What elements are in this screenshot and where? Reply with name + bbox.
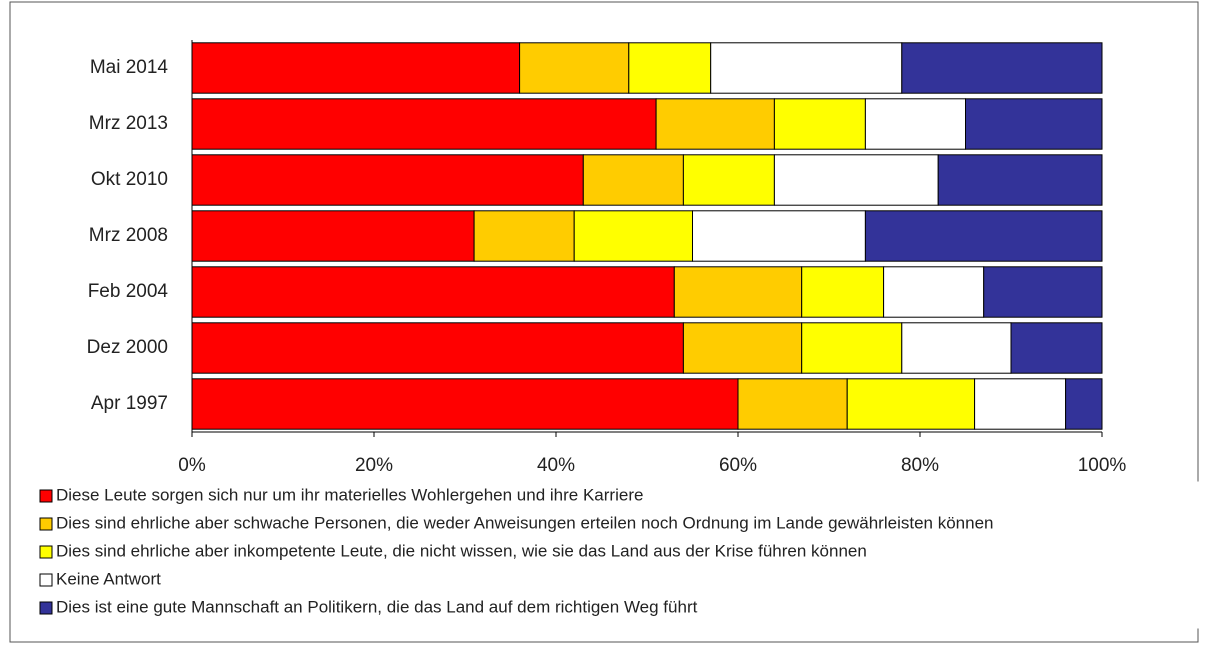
x-tick-label: 60% xyxy=(719,455,757,476)
bar-segment xyxy=(901,42,1103,94)
bar-segment xyxy=(983,266,1103,318)
bar-segment xyxy=(773,154,939,206)
bar-segment xyxy=(937,154,1103,206)
legend-swatch xyxy=(39,601,53,615)
bar-segment xyxy=(974,378,1067,430)
legend-label: Dies ist eine gute Mannschaft an Politik… xyxy=(56,597,698,616)
bar-segment xyxy=(191,42,521,94)
bar-segment xyxy=(191,378,739,430)
legend-swatch xyxy=(39,545,53,559)
bar-segment xyxy=(901,322,1012,374)
legend-swatch xyxy=(39,517,53,531)
bar-segment xyxy=(191,154,584,206)
bar-segment xyxy=(737,378,848,430)
bar-segment xyxy=(801,266,885,318)
chart-frame xyxy=(9,1,1199,643)
bar-segment xyxy=(655,98,775,150)
bar-segment xyxy=(628,42,712,94)
bar-segment xyxy=(682,322,803,374)
y-tick-label: Feb 2004 xyxy=(88,281,169,302)
legend-swatch xyxy=(39,489,53,503)
bar-segment xyxy=(864,210,1103,262)
legend-label: Dies sind ehrliche aber schwache Persone… xyxy=(56,513,993,532)
bar-segment xyxy=(965,98,1103,150)
x-tick-label: 20% xyxy=(355,455,393,476)
y-tick-label: Mrz 2013 xyxy=(89,113,168,134)
bar-segment xyxy=(710,42,903,94)
bar-segment xyxy=(846,378,976,430)
legend-box xyxy=(33,481,1199,629)
bar-segment xyxy=(191,322,684,374)
bar-segment xyxy=(191,98,657,150)
bar-segment xyxy=(801,322,903,374)
bar-segment xyxy=(191,266,675,318)
y-tick-label: Mrz 2008 xyxy=(89,225,168,246)
legend-label: Keine Antwort xyxy=(56,569,161,588)
x-tick-label: 0% xyxy=(178,455,206,476)
legend-label: Diese Leute sorgen sich nur um ihr mater… xyxy=(56,485,643,504)
bar-segment xyxy=(473,210,575,262)
y-tick-label: Okt 2010 xyxy=(91,169,168,190)
bar-segment xyxy=(673,266,803,318)
bar-segment xyxy=(692,210,866,262)
y-tick-label: Mai 2014 xyxy=(90,57,169,78)
bar-segment xyxy=(582,154,684,206)
legend-label: Dies sind ehrliche aber inkompetente Leu… xyxy=(56,541,867,560)
x-tick-label: 100% xyxy=(1078,455,1127,476)
bar-segment xyxy=(682,154,775,206)
bar-segment xyxy=(883,266,985,318)
legend-swatch xyxy=(39,573,53,587)
x-tick-label: 80% xyxy=(901,455,939,476)
x-tick-label: 40% xyxy=(537,455,575,476)
bar-segment xyxy=(864,98,967,150)
bar-segment xyxy=(1065,378,1103,430)
y-tick-label: Apr 1997 xyxy=(91,393,168,414)
bar-segment xyxy=(1010,322,1103,374)
bar-segment xyxy=(191,210,475,262)
bar-segment xyxy=(573,210,694,262)
bar-segment xyxy=(773,98,866,150)
y-tick-label: Dez 2000 xyxy=(87,337,168,358)
bar-segment xyxy=(519,42,630,94)
